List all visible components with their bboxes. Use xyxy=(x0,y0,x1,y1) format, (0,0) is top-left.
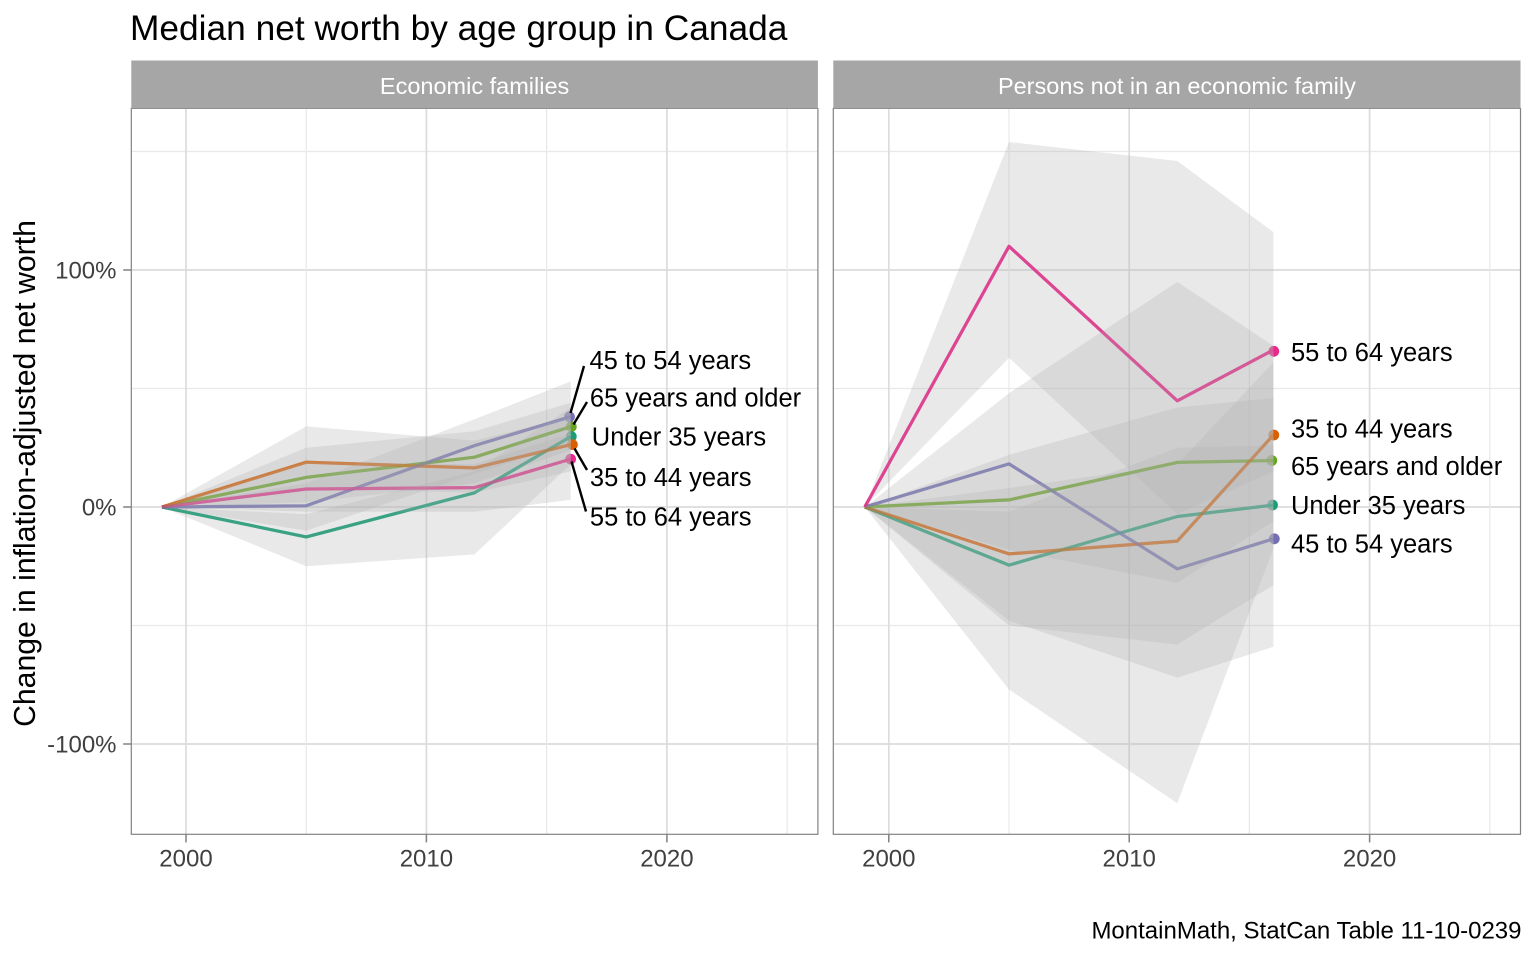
svg-text:55 to 64 years: 55 to 64 years xyxy=(590,503,752,531)
svg-text:2020: 2020 xyxy=(1343,846,1396,873)
svg-text:2010: 2010 xyxy=(400,846,453,873)
svg-text:65 years and older: 65 years and older xyxy=(1291,453,1503,481)
svg-text:35 to 44 years: 35 to 44 years xyxy=(1291,416,1453,444)
svg-text:Persons not in an economic fam: Persons not in an economic family xyxy=(998,73,1356,99)
svg-text:Change in inflation-adjusted n: Change in inflation-adjusted net worth xyxy=(9,220,42,727)
svg-text:2020: 2020 xyxy=(640,846,693,873)
svg-text:Median net worth by age group: Median net worth by age group in Canada xyxy=(130,9,788,48)
svg-text:0%: 0% xyxy=(82,495,117,522)
svg-text:Under 35 years: Under 35 years xyxy=(1291,492,1465,520)
svg-text:55 to 64 years: 55 to 64 years xyxy=(1291,339,1453,367)
svg-text:45 to 54 years: 45 to 54 years xyxy=(590,347,752,375)
svg-text:35 to 44 years: 35 to 44 years xyxy=(590,464,752,492)
svg-text:Economic families: Economic families xyxy=(380,73,569,99)
svg-text:Under 35 years: Under 35 years xyxy=(592,423,766,451)
svg-text:MontainMath, StatCan Table 11-: MontainMath, StatCan Table 11-10-0239 xyxy=(1091,917,1521,944)
svg-text:2000: 2000 xyxy=(862,846,915,873)
svg-text:-100%: -100% xyxy=(47,732,116,759)
svg-text:100%: 100% xyxy=(55,258,116,285)
svg-text:2010: 2010 xyxy=(1103,846,1156,873)
svg-text:65 years and older: 65 years and older xyxy=(590,385,802,413)
svg-text:45 to 54 years: 45 to 54 years xyxy=(1291,531,1453,559)
svg-text:2000: 2000 xyxy=(159,846,212,873)
